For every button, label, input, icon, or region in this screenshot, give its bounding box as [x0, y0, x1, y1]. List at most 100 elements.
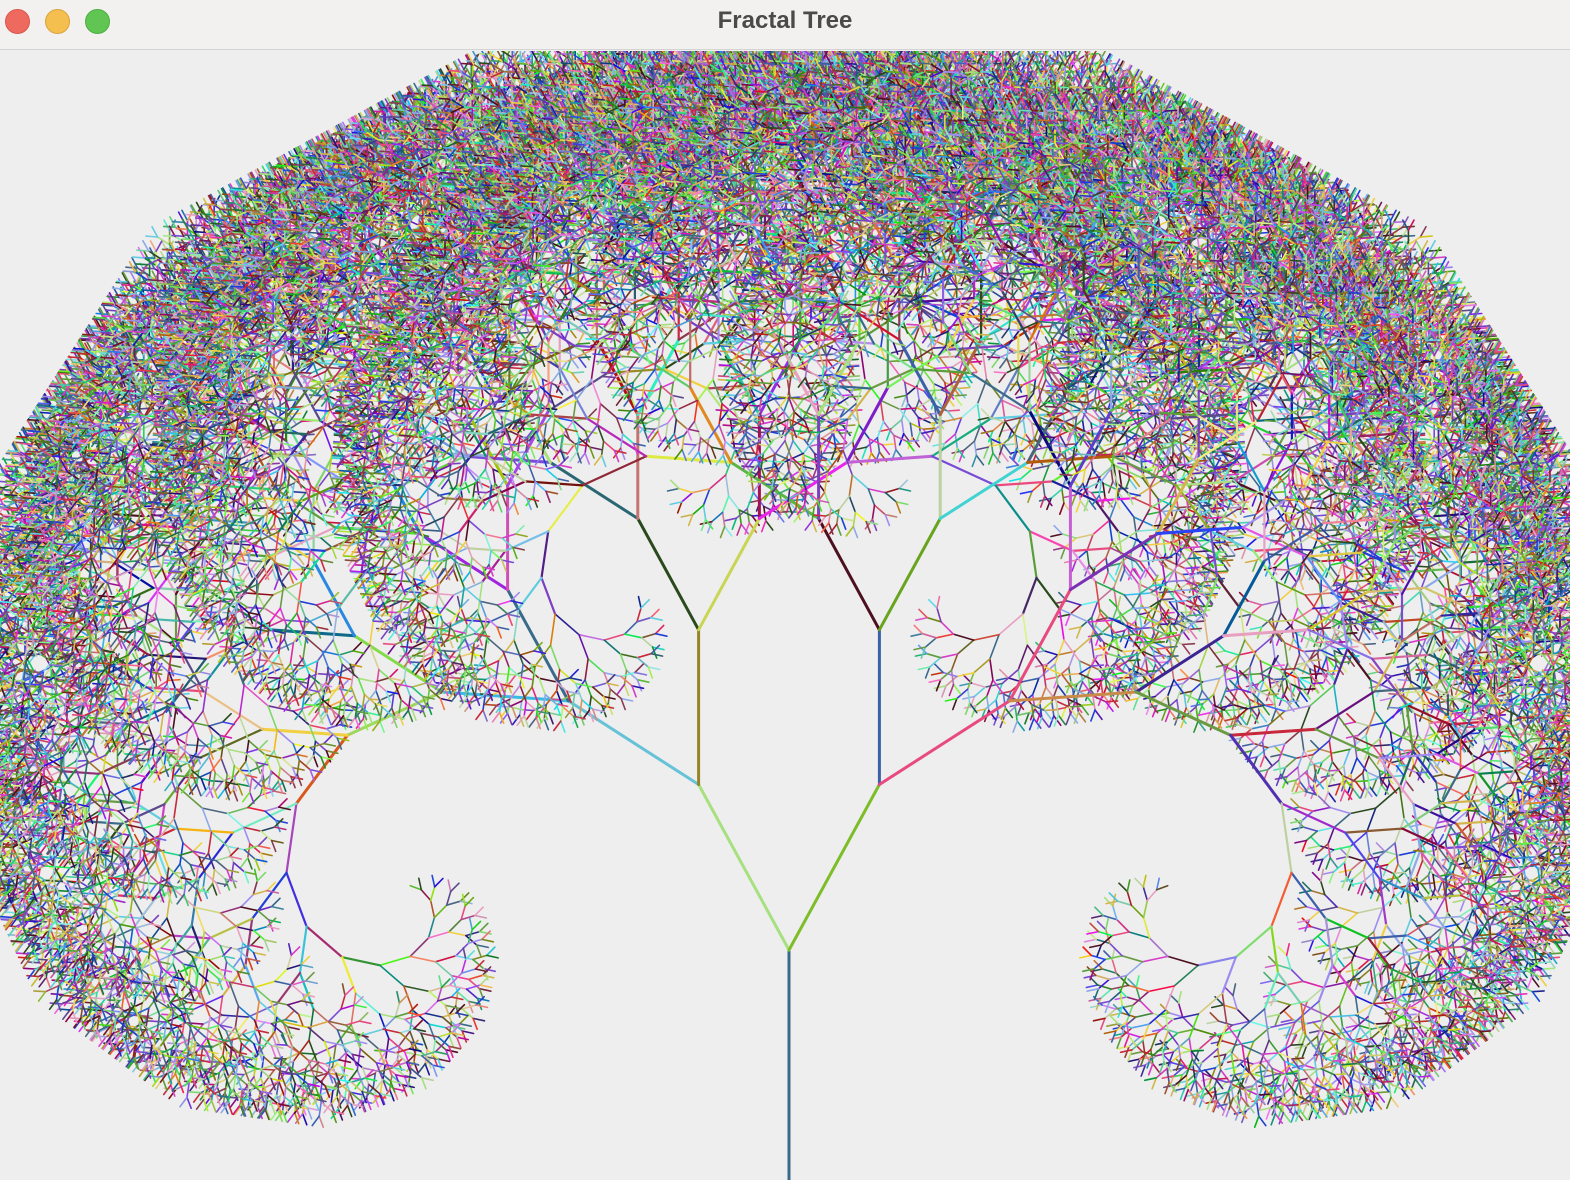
tree-branch: [410, 956, 435, 961]
tree-branch: [473, 1018, 477, 1029]
tree-branch: [333, 1045, 336, 1066]
tree-branch: [431, 901, 435, 918]
tree-branch: [410, 886, 421, 890]
tree-branch: [307, 927, 343, 958]
tree-branch: [480, 977, 488, 985]
tree-branch: [432, 875, 435, 886]
tree-branch: [228, 1089, 230, 1103]
tree-branch: [449, 920, 461, 932]
tree-branch: [345, 1084, 347, 1098]
tree-branch: [425, 1064, 429, 1075]
tree-branch: [319, 1102, 321, 1116]
tree-branch: [312, 1116, 319, 1125]
tree-branch: [480, 923, 488, 931]
tree-branch: [345, 987, 353, 995]
tree-branch: [367, 1084, 369, 1098]
tree-branch: [222, 1015, 248, 1017]
tree-branch: [191, 1038, 193, 1052]
tree-branch: [487, 955, 498, 958]
tree-branch: [451, 883, 459, 891]
tree-branch: [352, 1054, 363, 1057]
tree-branch: [393, 1068, 405, 1070]
tree-branch: [461, 906, 465, 920]
tree-branch: [342, 957, 356, 993]
tree-branch: [397, 992, 400, 1003]
tree-branch: [462, 959, 466, 973]
tree-branch: [314, 1009, 338, 1030]
tree-branch: [409, 1083, 413, 1094]
tree-branch: [414, 1021, 422, 1029]
fractal-tree-canvas: [0, 51, 1570, 1180]
tree-branch: [422, 1078, 434, 1081]
tree-branch: [436, 962, 452, 976]
tree-branch: [341, 995, 345, 1009]
tree-branch: [436, 956, 456, 962]
tree-branch: [351, 1082, 362, 1091]
tree-branch: [470, 918, 473, 929]
tree-branch: [436, 1052, 447, 1055]
tree-branch: [355, 997, 363, 1005]
tree-branch: [284, 1087, 286, 1101]
tree-branch: [187, 1003, 204, 1004]
tree-branch: [400, 1033, 411, 1042]
fractal-tree-drawing: [0, 51, 1570, 1180]
tree-branch: [487, 947, 495, 955]
tree-branch: [457, 1037, 469, 1039]
tree-branch: [460, 1024, 472, 1026]
tree-branch: [473, 955, 487, 959]
tree-branch: [329, 1009, 341, 1021]
tree-branch: [308, 1028, 324, 1042]
title-bar[interactable]: Fractal Tree: [0, 0, 1570, 50]
tree-branch: [360, 1013, 368, 1021]
tree-branch: [312, 1077, 314, 1091]
tree-branch: [429, 991, 445, 1005]
tree-branch: [467, 989, 478, 998]
tree-branch: [462, 1031, 466, 1042]
tree-branch: [275, 1044, 287, 1045]
tree-branch: [363, 1029, 383, 1035]
tree-branch: [355, 1041, 366, 1044]
tree-branch: [172, 1037, 184, 1038]
tree-branch: [429, 918, 435, 938]
tree-branch: [425, 1001, 437, 1013]
tree-branch: [429, 1024, 446, 1028]
tree-branch: [287, 804, 297, 873]
tree-branch: [395, 1013, 409, 1017]
tree-branch: [230, 1098, 237, 1107]
tree-branch: [462, 969, 476, 973]
tree-branch: [360, 1049, 376, 1063]
tree-branch: [342, 1041, 356, 1045]
tree-branch: [449, 932, 466, 936]
tree-branch: [429, 985, 449, 991]
tree-branch: [475, 916, 486, 919]
tree-branch: [383, 1066, 385, 1080]
tree-branch: [357, 1049, 360, 1070]
tree-branch: [400, 1029, 414, 1033]
tree-branch: [356, 993, 380, 1014]
tree-branch: [448, 880, 451, 892]
tree-branch: [380, 1014, 389, 1038]
tree-branch: [480, 985, 491, 988]
tree-branch: [699, 785, 789, 951]
tree-branch: [187, 1097, 191, 1108]
tree-branch: [224, 1088, 226, 1102]
tree-branch: [383, 1017, 395, 1029]
tree-branch: [386, 1038, 389, 1059]
tree-branch: [482, 939, 494, 941]
tree-branch: [287, 873, 307, 927]
tree-branch: [355, 1005, 367, 1008]
tree-branch: [419, 878, 422, 890]
tree-branch: [433, 1065, 437, 1076]
tree-branch: [421, 1033, 438, 1037]
tree-branch: [438, 1059, 442, 1070]
tree-branch: [462, 1031, 473, 1034]
tree-branch: [363, 1035, 379, 1049]
tree-branch: [449, 1046, 461, 1049]
tree-branch: [461, 916, 475, 920]
tree-branch: [438, 997, 452, 1001]
tree-branch: [439, 976, 442, 987]
tree-branch: [450, 985, 467, 989]
tree-branch: [477, 945, 489, 947]
tree-branch: [319, 1116, 323, 1127]
tree-branch: [447, 892, 451, 906]
